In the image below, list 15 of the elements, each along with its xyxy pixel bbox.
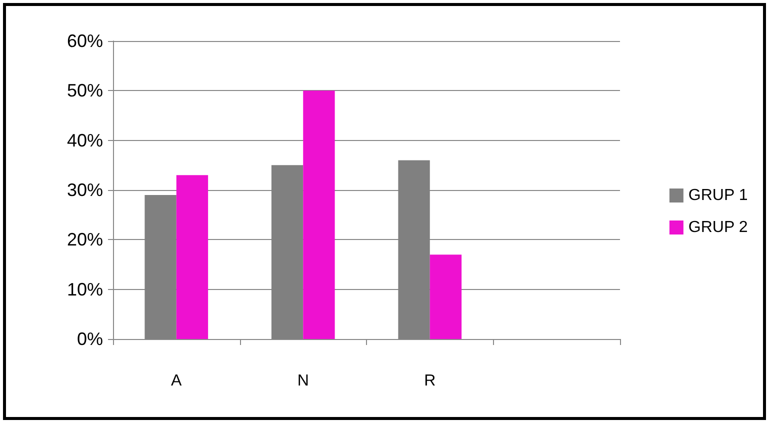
bar <box>430 254 462 339</box>
legend-label: GRUP 1 <box>688 187 748 204</box>
bar <box>176 175 208 339</box>
y-tick-label: 20% <box>66 230 103 250</box>
legend-label: GRUP 2 <box>688 219 748 236</box>
y-tick-label: 60% <box>66 31 103 51</box>
x-tick-label: R <box>424 372 436 390</box>
y-tick-label: 30% <box>66 180 103 200</box>
y-tick-label: 40% <box>66 130 103 150</box>
y-tick-label: 50% <box>66 80 103 101</box>
x-tick-label: A <box>171 372 182 390</box>
y-tick-label: 10% <box>66 279 103 300</box>
y-tick-label: 0% <box>76 329 103 349</box>
bar <box>303 90 335 339</box>
x-tick-label: N <box>297 372 309 390</box>
